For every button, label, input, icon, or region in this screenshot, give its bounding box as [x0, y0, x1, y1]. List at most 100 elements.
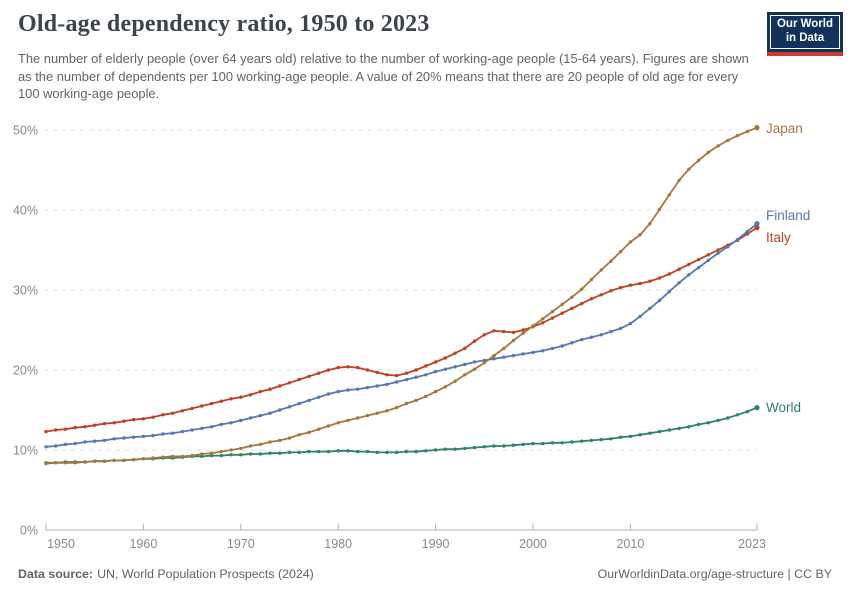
point-marker — [268, 411, 272, 415]
point-marker — [696, 265, 701, 270]
point-marker — [326, 368, 331, 372]
point-marker — [385, 409, 389, 413]
point-marker — [356, 449, 360, 454]
point-marker — [424, 394, 428, 399]
series-label-world[interactable]: World — [766, 400, 801, 415]
point-marker — [599, 268, 603, 272]
y-tick-label-10: 10% — [13, 444, 38, 458]
point-marker — [472, 367, 477, 371]
point-marker — [297, 377, 301, 382]
point-marker — [317, 371, 321, 375]
point-marker — [141, 417, 146, 421]
point-marker — [356, 387, 360, 391]
point-marker — [560, 302, 564, 307]
point-marker — [618, 435, 623, 439]
point-marker — [550, 316, 555, 320]
point-marker — [628, 321, 633, 326]
point-marker — [716, 418, 720, 423]
point-marker — [696, 422, 701, 427]
point-marker — [161, 455, 165, 459]
point-marker — [394, 373, 399, 378]
point-marker — [346, 365, 350, 369]
point-marker — [44, 461, 48, 466]
point-marker — [404, 449, 409, 454]
point-marker — [511, 338, 516, 343]
point-marker — [754, 225, 760, 231]
point-marker — [638, 314, 642, 319]
point-marker — [404, 371, 409, 375]
point-marker — [180, 409, 185, 413]
point-marker — [375, 384, 379, 388]
point-marker — [356, 416, 360, 420]
series-label-japan[interactable]: Japan — [766, 121, 803, 136]
point-marker — [754, 221, 760, 227]
owid-logo-stripe — [766, 51, 843, 56]
point-marker — [570, 295, 574, 299]
point-marker — [346, 449, 350, 453]
point-marker — [550, 346, 555, 351]
point-marker — [754, 405, 760, 411]
point-marker — [628, 240, 633, 244]
point-marker — [151, 456, 155, 460]
point-marker — [141, 434, 146, 439]
point-marker — [482, 333, 486, 337]
point-marker — [200, 426, 204, 431]
point-marker — [83, 460, 87, 464]
point-marker — [648, 306, 652, 311]
point-marker — [414, 398, 418, 403]
point-marker — [570, 440, 574, 444]
point-marker — [648, 279, 652, 283]
data-source: Data source: UN, World Population Prospec… — [18, 567, 314, 581]
point-marker — [287, 405, 292, 409]
point-marker — [580, 301, 584, 306]
point-marker — [307, 398, 311, 403]
series-label-finland[interactable]: Finland — [766, 208, 810, 223]
line-italy[interactable] — [45, 226, 758, 433]
point-marker — [667, 272, 671, 276]
point-marker — [63, 461, 68, 465]
point-marker — [414, 449, 418, 454]
point-marker — [726, 138, 730, 143]
series-label-italy[interactable]: Italy — [766, 230, 791, 245]
point-marker — [248, 444, 253, 448]
point-marker — [716, 251, 720, 255]
point-marker — [248, 393, 253, 397]
point-marker — [336, 389, 340, 394]
point-marker — [190, 406, 194, 411]
point-marker — [54, 444, 58, 448]
point-marker — [541, 317, 545, 321]
line-finland[interactable] — [45, 222, 758, 448]
point-marker — [511, 443, 516, 447]
owid-logo[interactable]: Our World in Data — [766, 12, 843, 56]
point-marker — [307, 449, 311, 454]
point-marker — [93, 423, 97, 427]
point-marker — [502, 355, 506, 359]
y-tick-label-0: 0% — [20, 524, 38, 538]
point-marker — [307, 430, 311, 435]
point-marker — [200, 454, 204, 459]
point-marker — [54, 461, 58, 465]
point-marker — [726, 416, 730, 420]
point-marker — [209, 401, 214, 406]
point-marker — [414, 375, 418, 379]
point-marker — [609, 329, 613, 334]
point-marker — [287, 436, 292, 440]
point-marker — [628, 434, 633, 439]
point-marker — [531, 350, 535, 355]
point-marker — [326, 424, 331, 428]
point-marker — [463, 373, 467, 377]
point-marker — [443, 447, 447, 451]
point-marker — [132, 417, 136, 422]
point-marker — [706, 253, 710, 257]
line-japan[interactable] — [45, 126, 758, 465]
point-marker — [550, 441, 555, 445]
point-marker — [580, 337, 584, 342]
point-marker — [482, 445, 486, 449]
owid-logo-text: Our World in Data — [776, 18, 833, 44]
line-chart-plot[interactable]: 0% 10% 20% 30% 40% 50% 1950 1960 1970 1980 1990 200… — [0, 110, 850, 558]
point-marker — [132, 435, 136, 439]
point-marker — [560, 344, 564, 348]
point-marker — [618, 326, 623, 331]
point-marker — [219, 399, 223, 403]
x-tick-label-2010: 2010 — [616, 537, 644, 551]
